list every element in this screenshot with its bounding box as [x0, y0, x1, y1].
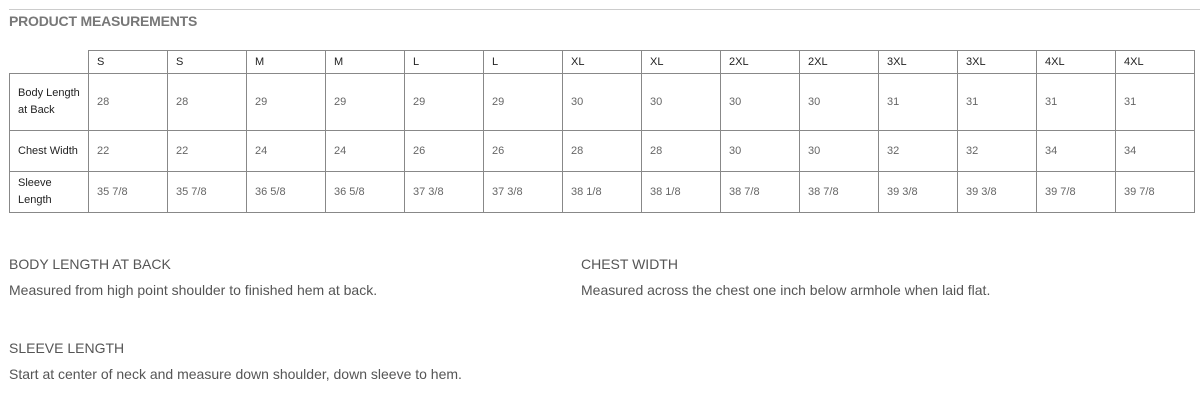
size-header: 3XL [957, 50, 1037, 74]
table-row: Chest Width 22 22 24 24 26 26 28 28 30 30 32 32 34 34 [9, 130, 1195, 172]
table-cell: 39 3/8 [957, 171, 1037, 213]
table-row: Body Length at Back 28 28 29 29 29 29 30 30 30 30 3… [9, 73, 1195, 131]
table-cell: 38 1/8 [562, 171, 642, 213]
size-header: XL [562, 50, 642, 74]
section-title: CHEST WIDTH [581, 256, 678, 272]
size-header: 2XL [799, 50, 879, 74]
section-sleeve-length: SLEEVE LENGTH Start at center of neck an… [9, 340, 462, 382]
table-cell: 29 [325, 73, 405, 131]
size-header: L [483, 50, 563, 74]
header-row: S S M M L L XL XL 2XL 2XL 3XL 3XL 4XL 4XL [9, 50, 1195, 74]
table-cell: 39 3/8 [878, 171, 958, 213]
table-cell: 24 [325, 130, 405, 172]
table-cell: 28 [641, 130, 721, 172]
section-desc: Start at center of neck and measure down… [9, 366, 462, 382]
table-cell: 30 [799, 73, 879, 131]
table-cell: 39 7/8 [1115, 171, 1195, 213]
table-cell: 35 7/8 [167, 171, 247, 213]
section-body-length: BODY LENGTH AT BACK Measured from high p… [9, 256, 377, 298]
divider [9, 9, 1200, 10]
table-cell: 34 [1115, 130, 1195, 172]
table-cell: 26 [404, 130, 484, 172]
table-cell: 31 [1115, 73, 1195, 131]
size-header: S [167, 50, 247, 74]
table-cell: 38 1/8 [641, 171, 721, 213]
table-cell: 38 7/8 [720, 171, 800, 213]
table-cell: 31 [878, 73, 958, 131]
table-cell: 26 [483, 130, 563, 172]
row-label: Body Length at Back [9, 73, 89, 131]
table-cell: 29 [404, 73, 484, 131]
table-cell: 28 [562, 130, 642, 172]
size-header: 4XL [1036, 50, 1116, 74]
table-cell: 29 [483, 73, 563, 131]
size-header: L [404, 50, 484, 74]
size-header: M [325, 50, 405, 74]
corner-cell [9, 50, 89, 74]
table-cell: 32 [957, 130, 1037, 172]
table-cell: 30 [641, 73, 721, 131]
table-cell: 37 3/8 [404, 171, 484, 213]
table-cell: 28 [88, 73, 168, 131]
table-cell: 37 3/8 [483, 171, 563, 213]
table-cell: 29 [246, 73, 326, 131]
row-label: Sleeve Length [9, 171, 89, 213]
table-cell: 22 [88, 130, 168, 172]
table-cell: 39 7/8 [1036, 171, 1116, 213]
table-cell: 35 7/8 [88, 171, 168, 213]
measurements-table: S S M M L L XL XL 2XL 2XL 3XL 3XL 4XL 4XL Body Length… [9, 50, 1195, 213]
table-cell: 30 [799, 130, 879, 172]
size-header: 3XL [878, 50, 958, 74]
table-cell: 34 [1036, 130, 1116, 172]
section-desc: Measured from high point shoulder to fin… [9, 282, 378, 298]
table-cell: 36 5/8 [325, 171, 405, 213]
table-cell: 28 [167, 73, 247, 131]
table-cell: 24 [246, 130, 326, 172]
table-cell: 36 5/8 [246, 171, 326, 213]
page-title: PRODUCT MEASUREMENTS [9, 13, 198, 29]
table-row: Sleeve Length 35 7/8 35 7/8 36 5/8 36 5/8 37 … [9, 171, 1195, 213]
section-title: BODY LENGTH AT BACK [9, 256, 171, 272]
table-cell: 31 [1036, 73, 1116, 131]
section-title: SLEEVE LENGTH [9, 340, 125, 356]
table-cell: 32 [878, 130, 958, 172]
size-header: 4XL [1115, 50, 1195, 74]
row-label: Chest Width [9, 130, 89, 172]
size-header: 2XL [720, 50, 800, 74]
table-cell: 30 [720, 73, 800, 131]
table-cell: 30 [562, 73, 642, 131]
size-header: S [88, 50, 168, 74]
size-header: M [246, 50, 326, 74]
table-cell: 38 7/8 [799, 171, 879, 213]
table-cell: 22 [167, 130, 247, 172]
table-cell: 30 [720, 130, 800, 172]
section-desc: Measured across the chest one inch below… [581, 282, 991, 298]
size-header: XL [641, 50, 721, 74]
table-cell: 31 [957, 73, 1037, 131]
section-chest-width: CHEST WIDTH Measured across the chest on… [581, 256, 990, 298]
